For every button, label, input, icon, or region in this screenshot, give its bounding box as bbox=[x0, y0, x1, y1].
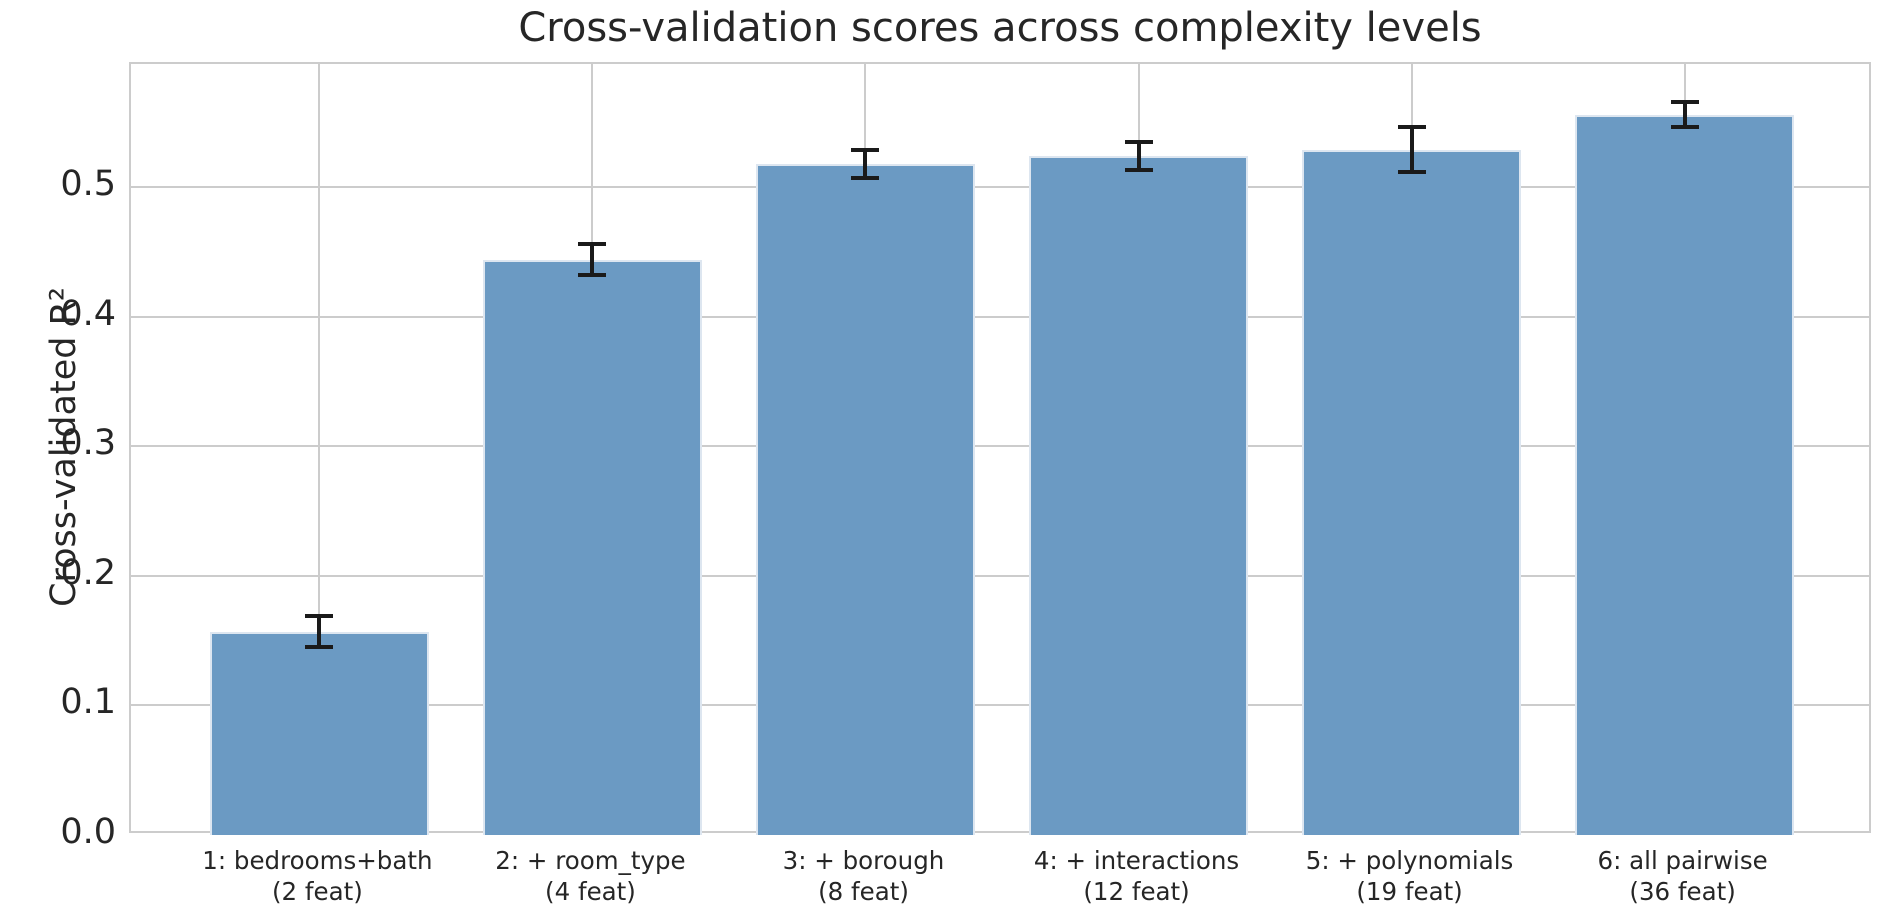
error-bar-line bbox=[590, 244, 595, 276]
y-tick-label: 0.4 bbox=[60, 293, 116, 334]
h-gridline bbox=[131, 574, 1869, 577]
x-tick-label-line2: (4 feat) bbox=[545, 877, 636, 906]
error-bar-cap bbox=[1124, 168, 1153, 173]
x-tick-label-line1: 6: all pairwise bbox=[1597, 846, 1768, 875]
error-bar-cap bbox=[851, 176, 880, 181]
error-bar-line bbox=[317, 616, 322, 648]
error-bar-cap bbox=[1670, 99, 1699, 104]
plot-area bbox=[129, 62, 1871, 835]
x-tick-label-line2: (19 feat) bbox=[1356, 877, 1463, 906]
x-tick-label: 3: + borough (8 feat) bbox=[663, 845, 1063, 907]
x-tick-label: 2: + room_type (4 feat) bbox=[390, 845, 790, 907]
x-tick-label-line2: (12 feat) bbox=[1083, 877, 1190, 906]
x-tick-label: 4: + interactions (12 feat) bbox=[937, 845, 1337, 907]
error-bar-cap bbox=[1397, 169, 1426, 174]
x-tick-label-line1: 5: + polynomials bbox=[1305, 846, 1514, 875]
x-tick-label-line2: (8 feat) bbox=[818, 877, 909, 906]
y-tick-label: 0.5 bbox=[60, 164, 116, 205]
error-bar-cap bbox=[305, 614, 334, 618]
h-gridline bbox=[131, 315, 1869, 318]
y-tick-label: 0.2 bbox=[60, 552, 116, 593]
error-bar-line bbox=[863, 149, 868, 179]
x-tick-label-line1: 4: + interactions bbox=[1033, 846, 1240, 875]
bar-level-6 bbox=[1575, 114, 1794, 835]
x-tick-label-line1: 1: bedrooms+bath bbox=[202, 846, 433, 875]
h-gridline bbox=[131, 704, 1869, 707]
error-bar-line bbox=[1682, 101, 1687, 128]
x-tick-label: 1: bedrooms+bath (2 feat) bbox=[117, 845, 517, 907]
x-tick-label-line1: 3: + borough bbox=[782, 846, 945, 875]
chart-title: Cross-validation scores across complexit… bbox=[518, 5, 1482, 51]
h-gridline bbox=[131, 445, 1869, 448]
x-tick-label-line2: (36 feat) bbox=[1629, 877, 1736, 906]
y-tick-label: 0.3 bbox=[60, 423, 116, 464]
error-bar-line bbox=[1409, 127, 1414, 172]
bar-level-5 bbox=[1302, 149, 1521, 835]
x-tick-label: 5: + polynomials (19 feat) bbox=[1210, 845, 1610, 907]
v-gridline bbox=[318, 64, 321, 831]
error-bar-cap bbox=[578, 242, 607, 247]
error-bar-cap bbox=[851, 147, 880, 152]
error-bar-cap bbox=[1397, 125, 1426, 130]
error-bar-line bbox=[1136, 141, 1141, 171]
error-bar-cap bbox=[305, 645, 334, 650]
x-tick-label-line1: 2: + room_type bbox=[495, 846, 686, 875]
y-tick-label: 0.1 bbox=[60, 682, 116, 723]
h-gridline bbox=[131, 186, 1869, 189]
bar-level-1 bbox=[210, 631, 429, 835]
bar-level-4 bbox=[1029, 156, 1248, 835]
error-bar-cap bbox=[1124, 139, 1153, 144]
bar-level-3 bbox=[756, 163, 975, 835]
error-bar-cap bbox=[578, 273, 607, 278]
x-tick-label: 6: all pairwise (36 feat) bbox=[1483, 845, 1883, 907]
error-bar-cap bbox=[1670, 125, 1699, 130]
y-tick-label: 0.0 bbox=[60, 812, 116, 852]
x-tick-label-line2: (2 feat) bbox=[271, 877, 363, 906]
bar-level-2 bbox=[483, 259, 702, 835]
